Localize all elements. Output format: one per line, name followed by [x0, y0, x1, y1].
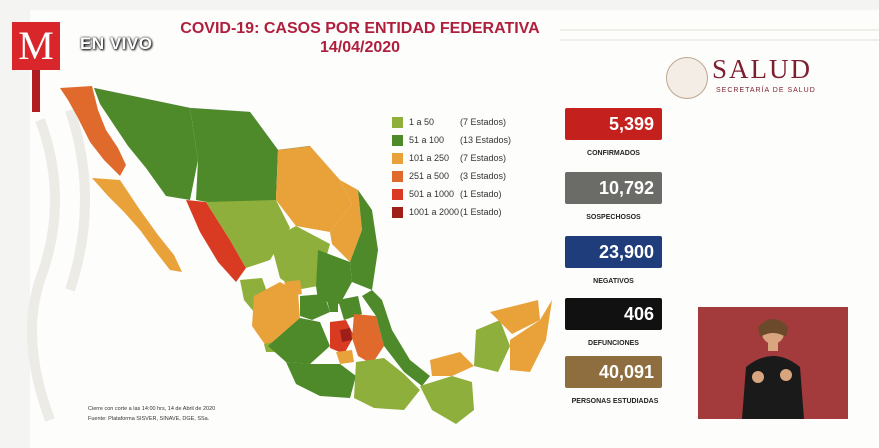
- page-title: COVID-19: CASOS POR ENTIDAD FEDERATIVA: [180, 20, 540, 37]
- live-indicator: EN VIVO: [80, 34, 153, 53]
- state-cdmx: [340, 328, 352, 342]
- legend-count: (7 Estados): [460, 153, 507, 163]
- state-michoacan: [268, 318, 330, 364]
- interpreter-figure: [698, 307, 848, 419]
- state-baja-california-sur: [92, 178, 182, 272]
- stat-value-box: 5,399: [565, 108, 662, 140]
- state-aguascalientes: [284, 280, 302, 296]
- state-sonora: [94, 88, 198, 200]
- legend-swatch: [392, 117, 403, 128]
- state-puebla: [352, 314, 384, 364]
- broadcaster-logo-stem: [32, 70, 40, 112]
- footer-cutoff-note: Cierre con corte a las 14:00 hrs, 14 de …: [88, 406, 216, 412]
- broadcaster-logo: [12, 22, 60, 70]
- state-tabasco: [430, 352, 474, 376]
- stat-value-box: 40,091: [565, 356, 662, 388]
- legend-count: (7 Estados): [460, 117, 507, 127]
- footer-source-note: Fuente: Plataforma SISVER, SINAVE, DGE, …: [88, 416, 210, 422]
- government-seal-icon: [666, 57, 708, 99]
- legend-count: (1 Estado): [460, 189, 502, 199]
- legend-swatch: [392, 207, 403, 218]
- stat-value-box: 406: [565, 298, 662, 330]
- broadcaster-logo-letter: M: [18, 23, 54, 68]
- stat-value-box: 10,792: [565, 172, 662, 204]
- state-sinaloa: [186, 200, 246, 282]
- legend-range: 1 a 50: [409, 117, 435, 127]
- state-morelos: [336, 350, 354, 364]
- state-coahuila: [276, 146, 352, 232]
- legend-range: 1001 a 2000: [409, 207, 460, 217]
- legend-swatch: [392, 189, 403, 200]
- legend-count: (1 Estado): [460, 207, 502, 217]
- legend-swatch: [392, 153, 403, 164]
- state-zacatecas: [270, 226, 330, 290]
- salud-logo-text: SALUD: [712, 54, 813, 84]
- legend-count: (13 Estados): [460, 135, 512, 145]
- legend-range: 51 a 100: [409, 135, 445, 145]
- state-tamaulipas: [350, 190, 378, 290]
- state-nuevo-leon: [330, 180, 362, 262]
- stat-label: DEFUNCIONES: [588, 340, 639, 347]
- legend-count: (3 Estados): [460, 171, 507, 181]
- stat-label: SOSPECHOSOS: [586, 214, 641, 221]
- legend-swatch: [392, 171, 403, 182]
- salud-logo-subtitle: SECRETARÍA DE SALUD: [716, 87, 816, 94]
- legend-swatch: [392, 135, 403, 146]
- state-campeche: [474, 320, 510, 372]
- state-yucatan: [490, 300, 540, 334]
- state-quintana-roo: [510, 300, 552, 372]
- stat-label: PERSONAS ESTUDIADAS: [571, 398, 659, 405]
- stat-value-box: 23,900: [565, 236, 662, 268]
- page-date: 14/04/2020: [319, 39, 401, 56]
- state-oaxaca: [354, 358, 420, 410]
- stat-label: NEGATIVOS: [593, 278, 634, 285]
- legend-range: 251 a 500: [409, 171, 450, 181]
- state-chiapas: [420, 376, 474, 424]
- state-hidalgo: [338, 296, 362, 320]
- state-veracruz: [362, 290, 430, 386]
- state-guerrero: [286, 362, 356, 398]
- sign-language-interpreter-video: [698, 307, 848, 419]
- state-chihuahua: [190, 108, 278, 206]
- legend-range: 101 a 250: [409, 153, 450, 163]
- state-guanajuato: [300, 294, 330, 320]
- state-durango: [206, 200, 290, 268]
- state-queretaro: [324, 290, 338, 312]
- legend-range: 501 a 1000: [409, 189, 455, 199]
- state-baja-california: [60, 86, 126, 176]
- stat-label: CONFIRMADOS: [587, 150, 640, 157]
